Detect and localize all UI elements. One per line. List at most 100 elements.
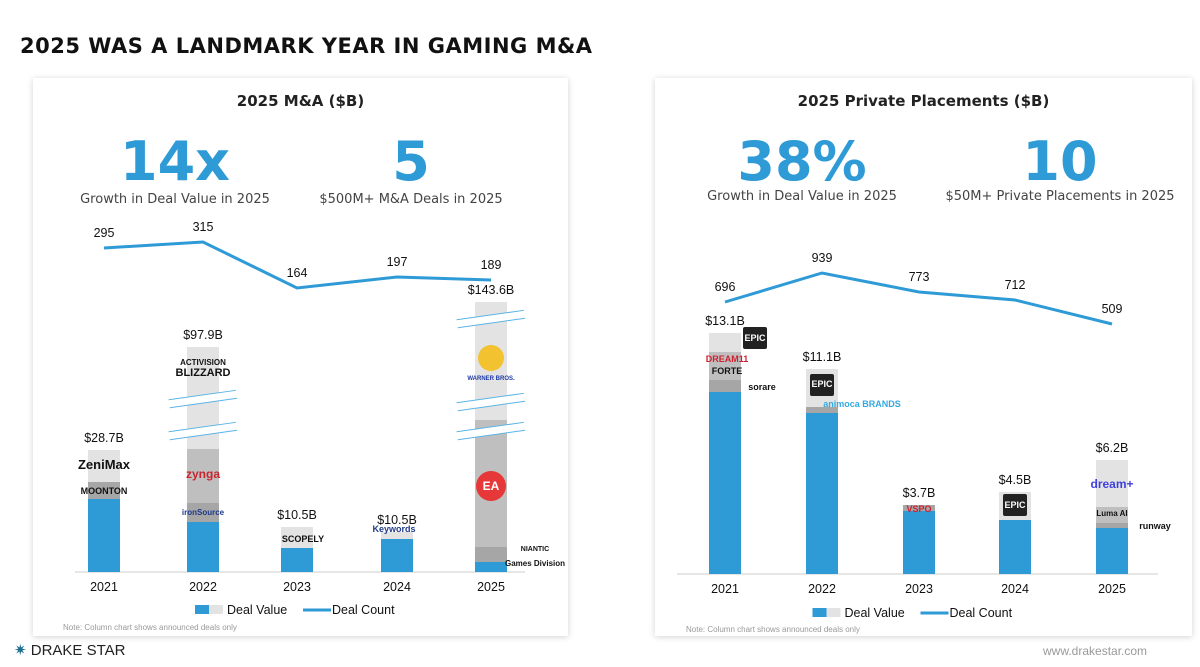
legend-label: Deal Value <box>845 606 905 620</box>
bar-segment <box>709 333 741 352</box>
bar-value-label: $10.5B <box>277 508 317 522</box>
chart-note: Note: Column chart shows announced deals… <box>63 623 237 632</box>
page-title: 2025 WAS A LANDMARK YEAR IN GAMING M&A <box>20 34 593 58</box>
bar-deal-value <box>281 548 313 572</box>
company-logo: zynga <box>186 467 220 481</box>
legend-swatch-value <box>812 608 827 617</box>
bar-deal-value <box>475 562 507 572</box>
deal-count-label: 773 <box>909 270 930 284</box>
ea-logo-badge <box>476 471 506 501</box>
company-logo: BLIZZARD <box>176 367 231 379</box>
brand-name: DRAKE STAR <box>30 642 126 659</box>
bar-value-label: $28.7B <box>84 431 124 445</box>
bar-value-label: $11.1B <box>803 350 842 364</box>
deal-count-label: 509 <box>1102 302 1123 316</box>
epic-games-logo-badge <box>1003 494 1027 516</box>
company-logo: ACTIVISION <box>180 358 226 367</box>
deal-count-line <box>724 271 1113 326</box>
company-logo: runway <box>1139 521 1171 531</box>
stat-value: 10 <box>1022 130 1098 193</box>
company-logo: ironSource <box>182 508 225 517</box>
deal-count-line <box>103 240 492 290</box>
bar-segment <box>709 380 741 392</box>
deal-count-label: 189 <box>481 258 502 272</box>
bar-deal-value <box>1096 528 1128 574</box>
x-tick-label: 2024 <box>1001 582 1029 596</box>
axis-break <box>456 422 526 440</box>
bar-segment <box>903 505 935 511</box>
company-logo: Games Division <box>505 559 565 568</box>
deal-count-label: 197 <box>387 255 408 269</box>
x-tick-label: 2022 <box>189 580 217 594</box>
bar-segment <box>88 482 120 499</box>
stat-value: 14x <box>120 130 230 193</box>
bar-deal-value <box>999 520 1031 574</box>
epic-games-logo-badge <box>810 374 834 396</box>
company-logo: sorare <box>748 382 776 392</box>
bar-value-label: $143.6B <box>468 283 515 297</box>
deal-count-label: 315 <box>193 220 214 234</box>
x-tick-label: 2023 <box>283 580 311 594</box>
bar-segment <box>187 449 219 503</box>
axis-break-line <box>169 429 238 441</box>
x-tick-label: 2022 <box>808 582 836 596</box>
company-logo: VSPO <box>906 504 931 514</box>
epic-games-logo-badge <box>743 327 767 349</box>
bar-segment <box>187 503 219 522</box>
bar-segment <box>1096 460 1128 507</box>
bar-value-label: $13.1B <box>705 314 745 328</box>
wb-logo-badge <box>478 345 504 371</box>
company-logo: FORTE <box>712 366 743 376</box>
axis-break-line <box>457 317 526 329</box>
axis-break-line <box>457 400 526 412</box>
bar-segment <box>281 527 313 548</box>
website-url: www.drakestar.com <box>1043 644 1148 658</box>
legend-label: Deal Value <box>227 603 287 617</box>
company-logo: Luma AI <box>1096 509 1127 518</box>
panel-title: 2025 Private Placements ($B) <box>797 92 1050 110</box>
company-logo: EPIC <box>1004 500 1026 510</box>
x-tick-label: 2021 <box>90 580 118 594</box>
axis-break <box>456 310 526 328</box>
company-logo: dream+ <box>1090 477 1133 491</box>
deal-count-label: 696 <box>715 280 736 294</box>
bar-deal-value <box>806 413 838 574</box>
bar-value-label: $4.5B <box>999 473 1032 487</box>
chart-note: Note: Column chart shows announced deals… <box>686 625 860 634</box>
stat-value: 38% <box>737 130 867 193</box>
bar-segment <box>475 547 507 562</box>
bar-value-label: $6.2B <box>1096 441 1129 455</box>
bar-deal-value <box>381 539 413 572</box>
bar-segment <box>709 352 741 380</box>
x-tick-label: 2021 <box>711 582 739 596</box>
company-logo: MOONTON <box>81 486 128 496</box>
axis-break-line <box>456 392 525 404</box>
stat-label: Growth in Deal Value in 2025 <box>80 192 270 207</box>
company-logo: Keywords <box>372 524 415 534</box>
bar-value-label: $97.9B <box>183 328 223 342</box>
legend-swatch-value <box>209 605 223 614</box>
stat-label: $500M+ M&A Deals in 2025 <box>319 192 503 207</box>
star-icon: ✷ <box>14 642 27 659</box>
axis-break-line <box>168 421 237 433</box>
bar-segment <box>1096 523 1128 528</box>
deal-count-label: 939 <box>812 251 833 265</box>
deal-count-label: 295 <box>94 226 115 240</box>
axis-break-line <box>168 389 237 401</box>
stat-value: 5 <box>392 130 430 193</box>
company-logo: animoca BRANDS <box>823 399 901 409</box>
bar-segment <box>88 450 120 482</box>
legend-swatch-value <box>826 608 841 617</box>
axis-break-line <box>456 309 525 321</box>
company-logo: EPIC <box>744 333 766 343</box>
bar-deal-value <box>709 392 741 574</box>
axis-break <box>168 390 238 408</box>
x-tick-label: 2024 <box>383 580 411 594</box>
company-logo: EA <box>483 479 500 493</box>
deal-count-label: 712 <box>1005 278 1026 292</box>
drake-star-logo: ✷ DRAKE STAR <box>14 641 126 659</box>
legend-label: Deal Count <box>332 603 395 617</box>
bar-segment <box>806 407 838 413</box>
company-logo: EPIC <box>811 379 833 389</box>
